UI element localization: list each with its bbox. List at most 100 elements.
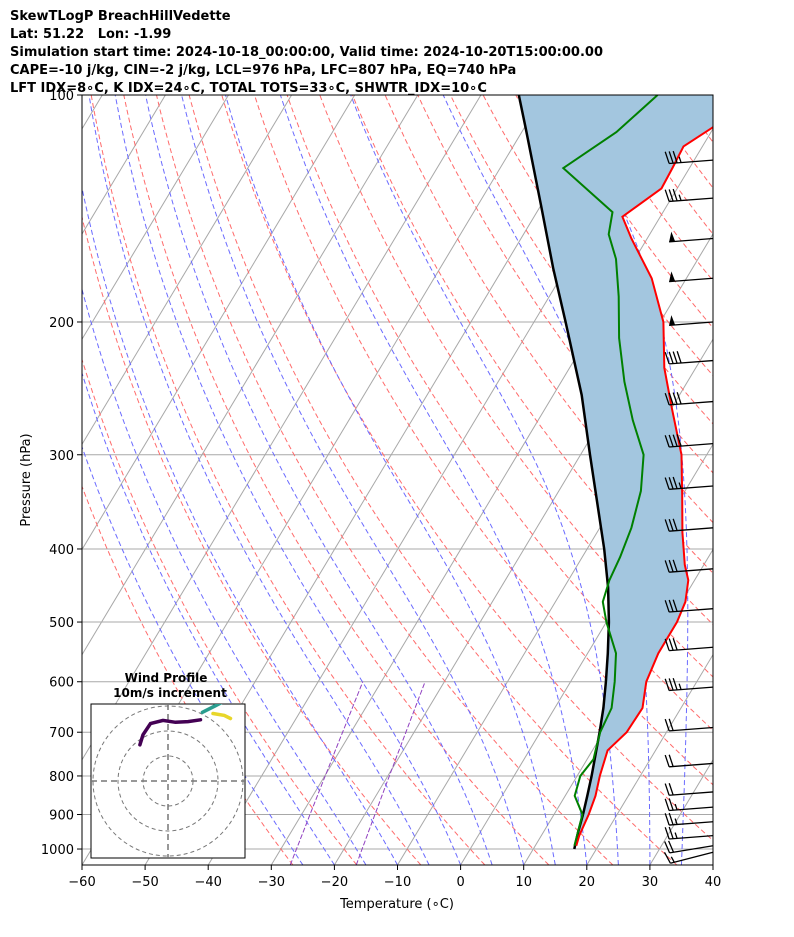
moist-adiabat-line <box>565 95 689 865</box>
moist-adiabat-line <box>225 95 556 865</box>
y-tick-label: 600 <box>49 676 74 691</box>
isotherm-line <box>460 443 713 865</box>
wind-barb <box>664 392 714 406</box>
isotherm-line <box>82 95 229 341</box>
temperature-line <box>575 126 713 846</box>
wind-barb <box>664 718 714 732</box>
y-tick-label: 200 <box>49 316 74 331</box>
x-tick-label: −20 <box>321 875 348 890</box>
y-tick-label: 400 <box>49 543 74 558</box>
moist-adiabat-line <box>708 95 713 865</box>
barb-feather <box>676 434 682 447</box>
moist-adiabat-line <box>82 185 398 865</box>
mixing-ratio-line <box>289 681 364 865</box>
barb-feather <box>672 559 678 572</box>
barb-feather <box>672 476 678 489</box>
isotherm-line <box>586 653 713 865</box>
dry-adiabat-line <box>286 95 713 732</box>
barb-half-feather <box>678 683 682 690</box>
barb-half-feather <box>670 856 675 863</box>
wind-barb <box>664 150 714 165</box>
x-tick-label: 0 <box>456 875 464 890</box>
x-tick-label: 20 <box>579 875 596 890</box>
wind-barb <box>664 798 714 812</box>
barb-staff <box>669 791 714 796</box>
barb-feather <box>664 827 670 840</box>
barb-staff <box>669 277 714 283</box>
barb-half-feather <box>674 832 678 839</box>
wind-barb <box>669 315 714 326</box>
wind-barb <box>664 351 714 365</box>
isotherm-line <box>82 95 419 656</box>
barb-half-feather <box>678 194 682 201</box>
x-tick-label: −30 <box>258 875 285 890</box>
dry-adiabat-line <box>123 95 550 865</box>
moist-adiabat-line <box>82 371 335 865</box>
barb-feather <box>664 435 670 448</box>
isotherm-line <box>712 864 713 865</box>
chart-header: SkewTLogP BreachHillVedette Lat: 51.22 L… <box>10 8 603 98</box>
barb-staff <box>670 851 714 864</box>
x-tick-label: −10 <box>384 875 411 890</box>
axis-ticks: −60 −50 −40 −30 −20 −10 0 10 20 30 40 100 200 300 400 5… <box>41 89 721 890</box>
barb-feather <box>664 678 670 691</box>
barb-half-feather <box>678 482 682 489</box>
stability-indices: LFT IDX=8∘C, K IDX=24∘C, TOTAL TOTS=33∘C… <box>10 81 487 96</box>
wind-barb <box>664 518 714 532</box>
wind-barb <box>664 826 714 840</box>
x-tick-label: −50 <box>131 875 158 890</box>
y-tick-label: 1000 <box>41 843 74 858</box>
isotherm-line <box>82 95 293 446</box>
dry-adiabat-line <box>90 95 486 865</box>
barb-pennant <box>669 231 676 242</box>
wind-barb <box>664 812 714 826</box>
barb-feather <box>672 599 678 612</box>
barb-staff <box>669 726 714 732</box>
moist-adiabat-line <box>82 445 304 865</box>
barb-feather <box>668 754 674 767</box>
barb-staff <box>669 321 714 326</box>
cape-area <box>518 95 713 849</box>
wind-barbs <box>663 150 714 864</box>
y-tick-label: 500 <box>49 616 74 631</box>
barb-staff <box>669 762 714 768</box>
dewpoint-line <box>561 95 659 846</box>
moist-adiabat-line <box>279 95 588 865</box>
barb-feather <box>664 560 670 573</box>
barb-feather <box>668 434 674 447</box>
barb-feather <box>672 677 678 691</box>
barb-feather <box>664 841 671 854</box>
moist-adiabat-line <box>88 95 430 865</box>
moist-adiabat-line <box>181 95 525 865</box>
barb-feather <box>668 638 674 651</box>
hodograph-trace <box>138 718 203 747</box>
barb-feather <box>672 188 678 202</box>
y-tick-label: 900 <box>49 809 74 824</box>
barb-feather <box>668 678 674 691</box>
x-tick-label: 40 <box>705 875 722 890</box>
moist-adiabat-line <box>82 287 367 865</box>
dry-adiabat-line <box>678 95 713 143</box>
barb-half-feather <box>674 803 678 811</box>
simulation-times: Simulation start time: 2024-10-18_00:00:… <box>10 45 603 60</box>
isotherm-line <box>270 127 713 865</box>
barb-half-feather <box>678 156 682 163</box>
barb-feather <box>668 392 674 405</box>
y-tick-label: 300 <box>49 449 74 464</box>
barb-feather <box>668 151 674 164</box>
wind-barb <box>664 434 714 448</box>
profile-lines <box>517 95 713 850</box>
y-axis-title: Pressure (hPa) <box>19 433 34 526</box>
wind-barb <box>664 599 714 613</box>
station-title: SkewTLogP BreachHillVedette <box>10 9 231 24</box>
x-tick-label: −60 <box>68 875 95 890</box>
dry-adiabat-line <box>82 485 294 865</box>
barb-staff <box>669 845 714 854</box>
dry-adiabat-line <box>156 95 614 865</box>
hodograph-trace <box>211 711 233 721</box>
barb-feather <box>668 559 674 573</box>
barb-feather <box>664 151 670 164</box>
cape-fill-layer <box>518 95 713 849</box>
isotherm-line <box>82 95 166 235</box>
